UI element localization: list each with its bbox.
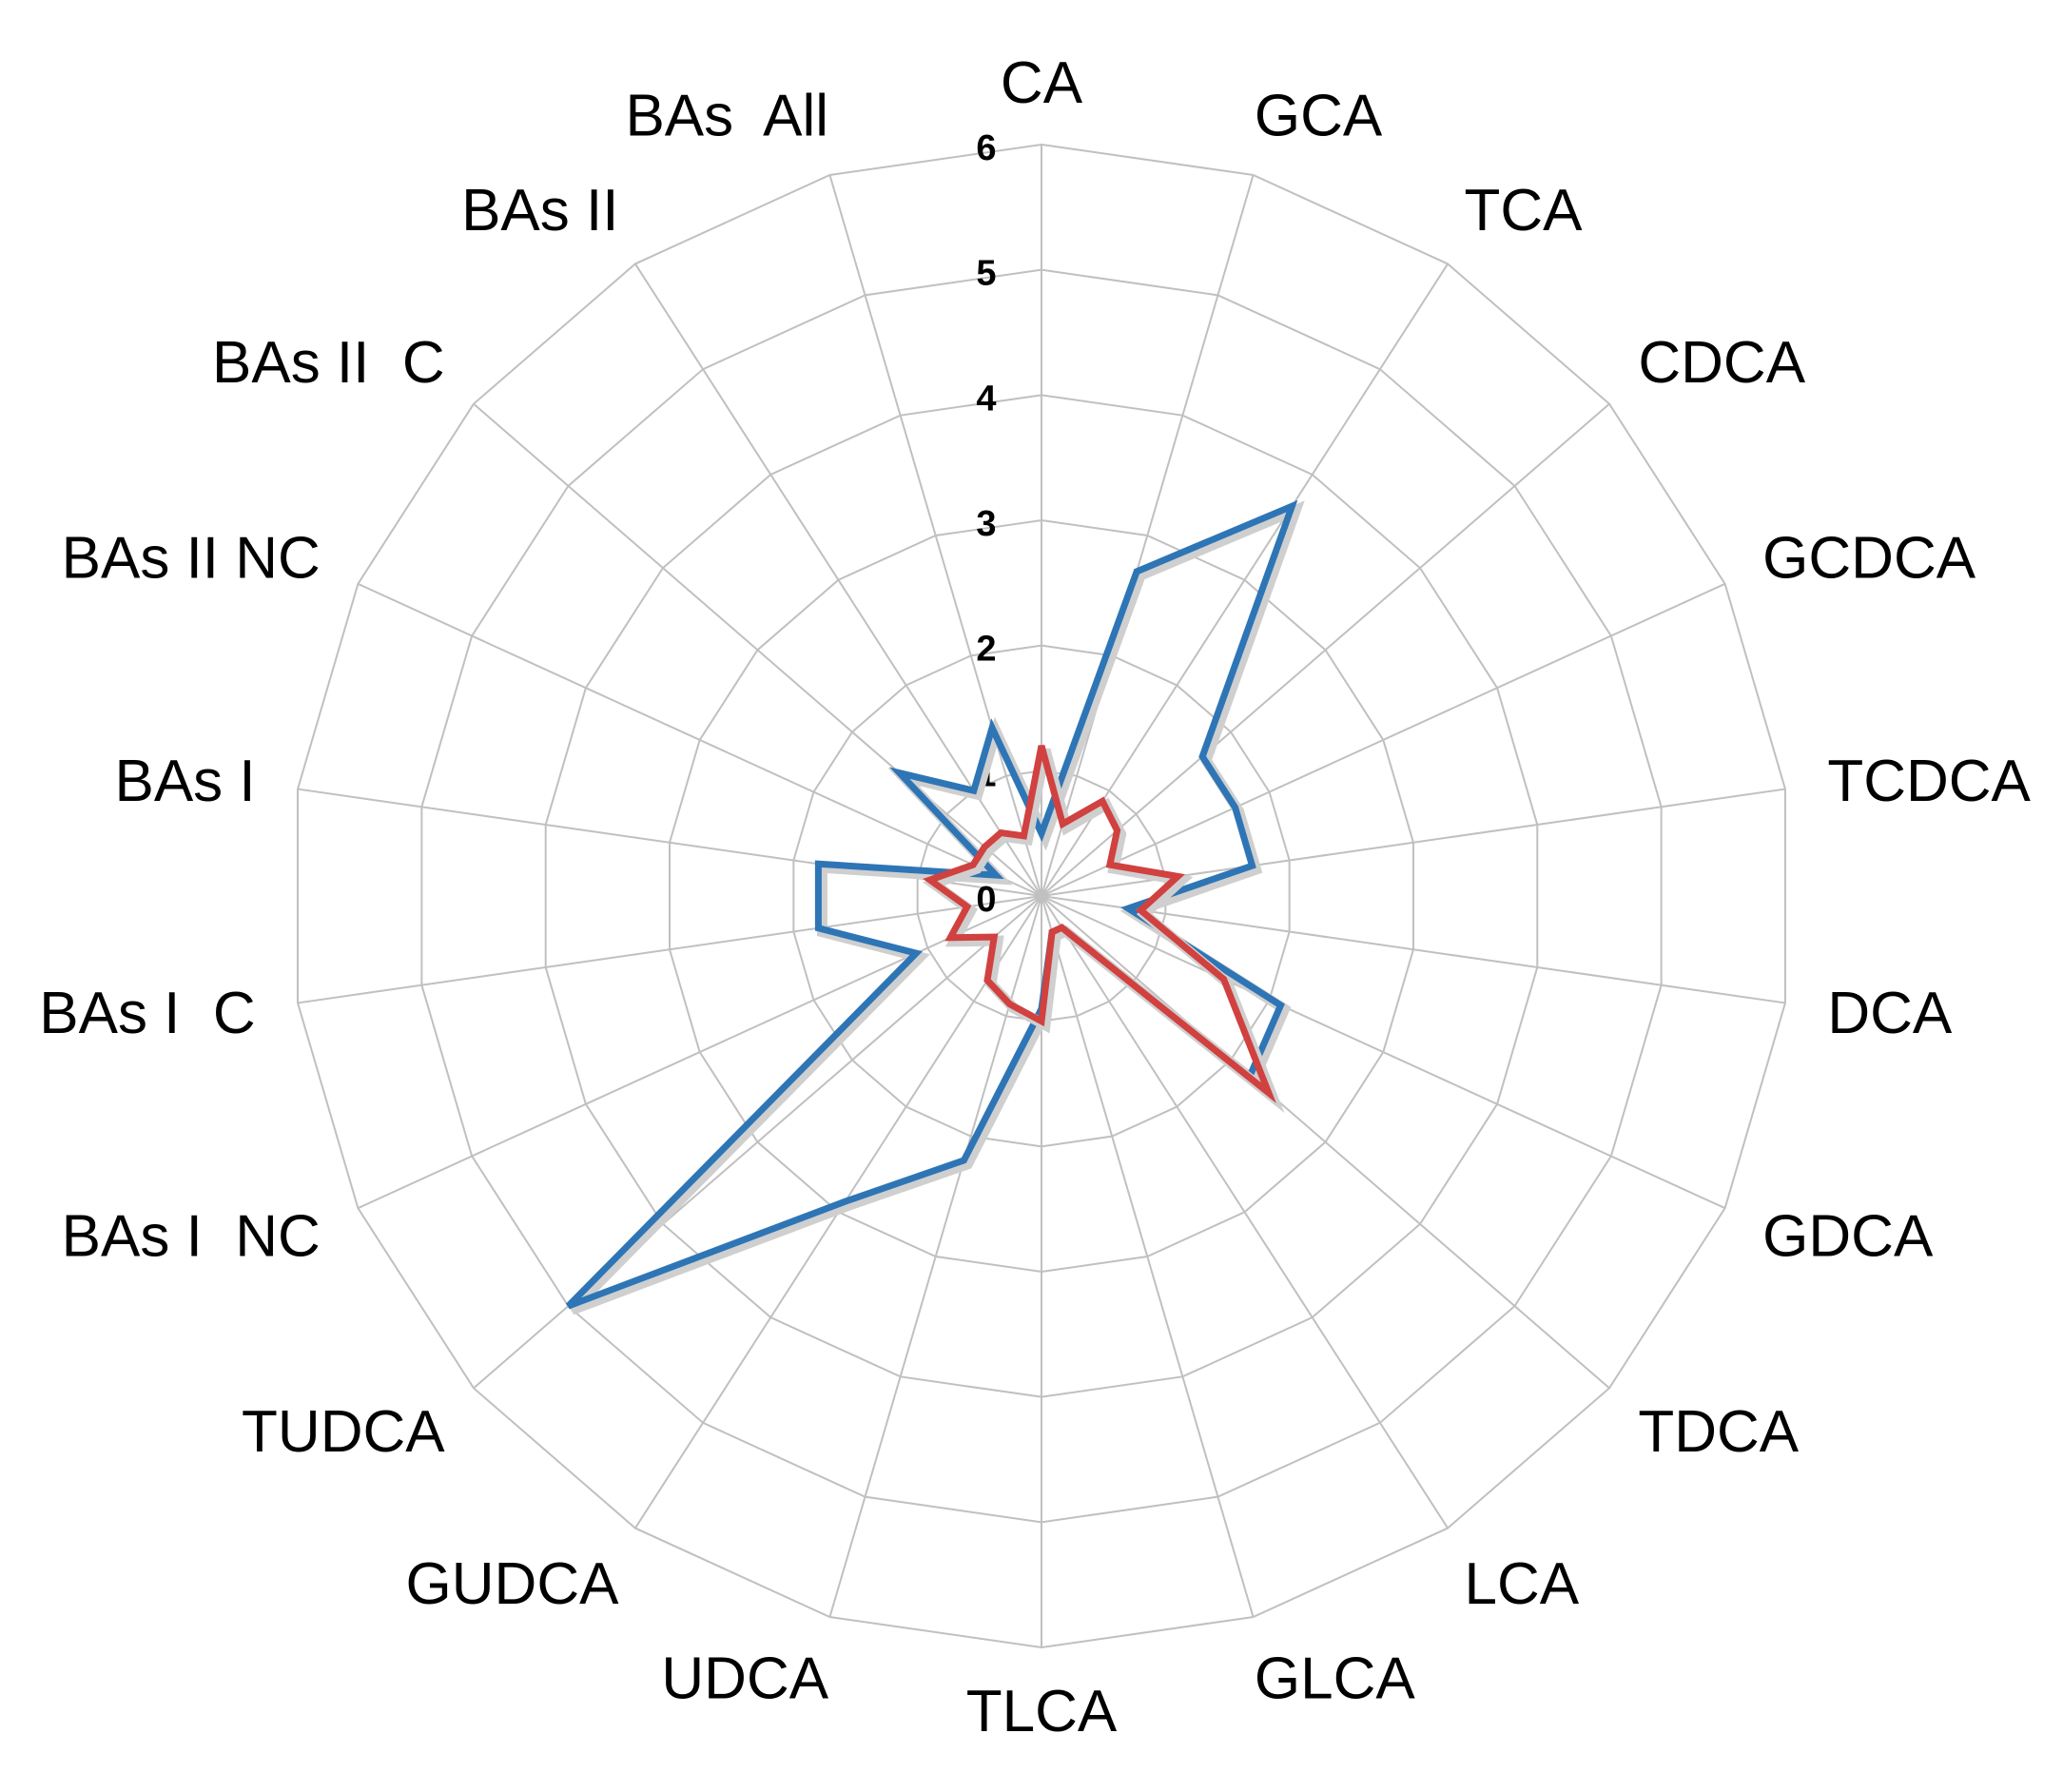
- category-label-bas-i-nc: BAs I NC: [62, 1203, 321, 1269]
- spoke-bas-ii-nc: [357, 582, 1042, 897]
- category-label-gdca: GDCA: [1762, 1203, 1934, 1269]
- category-label-gcdca: GCDCA: [1762, 526, 1976, 592]
- spoke-bas-i-c: [297, 895, 1042, 1004]
- category-label-tudca: TUDCA: [242, 1399, 445, 1465]
- tick-label-4: 4: [976, 379, 996, 419]
- category-label-udca: UDCA: [661, 1646, 828, 1711]
- tick-label-5: 5: [976, 254, 996, 294]
- category-label-bas-all: BAs All: [625, 84, 828, 149]
- spoke-bas-i-nc: [357, 895, 1042, 1210]
- spoke-bas-all: [828, 174, 1042, 897]
- spoke-tudca: [473, 895, 1042, 1390]
- category-label-bas-ii: BAs II: [461, 178, 618, 243]
- spoke-glca: [1041, 895, 1255, 1618]
- category-label-tlca: TLCA: [966, 1679, 1118, 1744]
- tick-label-6: 6: [976, 128, 996, 168]
- category-label-ca: CA: [1001, 50, 1083, 116]
- tick-label-3: 3: [976, 504, 996, 544]
- spoke-gcdca: [1041, 582, 1726, 897]
- category-label-tdca: TDCA: [1638, 1399, 1799, 1465]
- spoke-tdca: [1041, 895, 1610, 1390]
- series-1-line: [565, 499, 1298, 1310]
- category-label-tca: TCA: [1465, 178, 1584, 243]
- tick-label-2: 2: [976, 630, 996, 670]
- spoke-gca: [1041, 174, 1255, 897]
- category-labels: CA GCA TCA CDCA GCDCA TCDCA DCA GDCA TDCA LCA GLCA…: [39, 50, 2031, 1744]
- category-label-gudca: GUDCA: [406, 1551, 620, 1617]
- category-label-tcdca: TCDCA: [1827, 749, 2031, 814]
- series-2-shadow: [922, 748, 1285, 1114]
- spoke-gdca: [1041, 895, 1726, 1210]
- spoke-bas-ii: [634, 263, 1042, 897]
- radar-grid: [297, 143, 1786, 1649]
- spoke-bas-ii-c: [473, 402, 1042, 897]
- category-label-bas-ii-nc: BAs II NC: [62, 526, 321, 592]
- category-label-gca: GCA: [1255, 84, 1383, 149]
- category-label-bas-ii-c: BAs II C: [212, 330, 445, 396]
- spoke-dca: [1041, 895, 1786, 1004]
- category-label-bas-i-c: BAs I C: [39, 981, 255, 1046]
- category-label-lca: LCA: [1465, 1551, 1580, 1617]
- spoke-cdca: [1041, 402, 1610, 897]
- series-2-line: [923, 745, 1276, 1103]
- category-label-glca: GLCA: [1255, 1646, 1415, 1711]
- spoke-lca: [1041, 895, 1449, 1529]
- category-label-dca: DCA: [1827, 981, 1953, 1046]
- category-label-cdca: CDCA: [1638, 330, 1805, 396]
- tick-label-0: 0: [976, 880, 996, 920]
- spoke-udca: [828, 895, 1042, 1618]
- spoke-tca: [1041, 263, 1449, 897]
- radar-series: [565, 499, 1305, 1315]
- category-label-bas-i: BAs I: [114, 749, 255, 814]
